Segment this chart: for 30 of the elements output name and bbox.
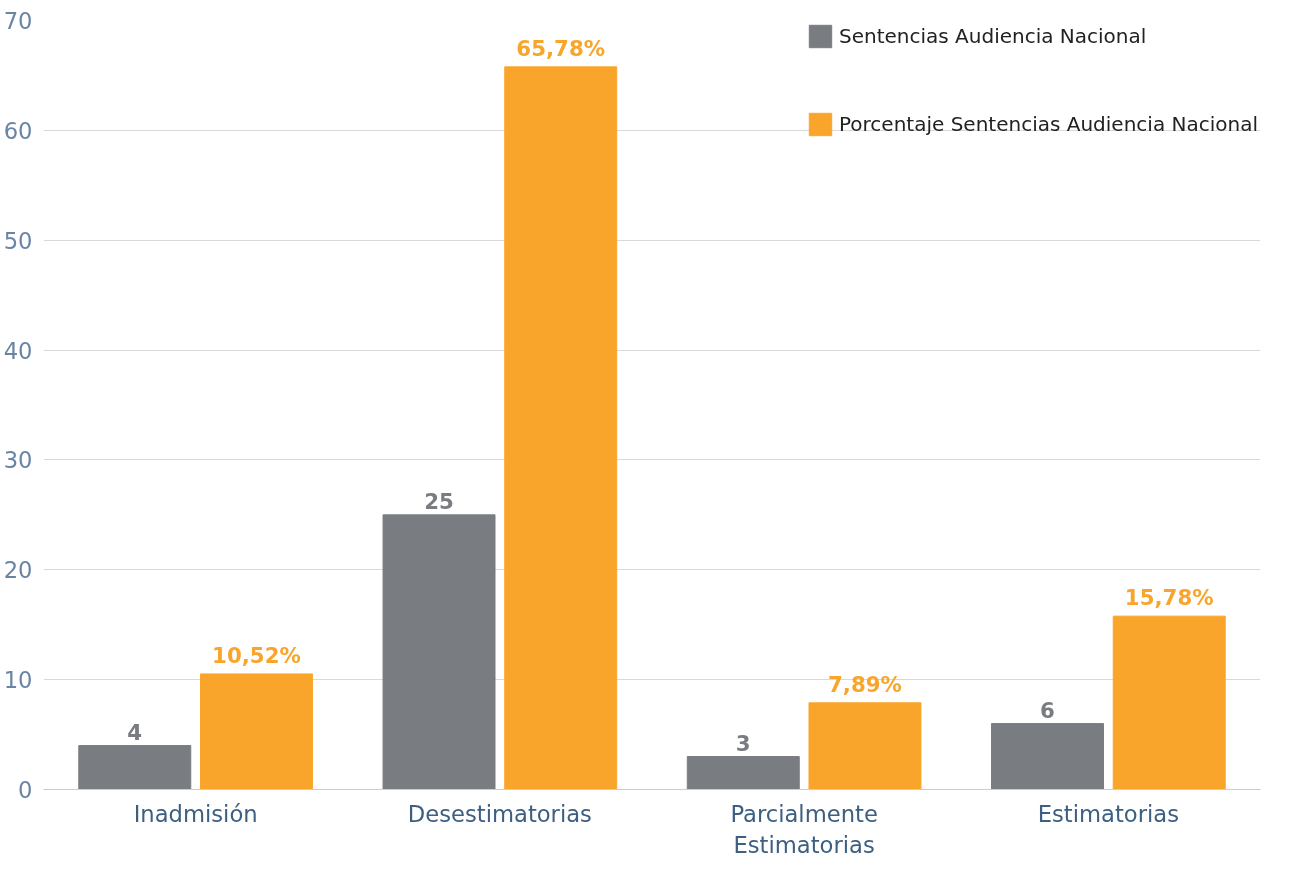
y-tick-label: 0 [18,777,33,803]
y-tick-label: 40 [3,337,33,364]
y-tick-label: 50 [3,227,33,254]
x-tick-label: Estimatorias [1037,800,1180,827]
bar [1112,615,1226,790]
x-tick-label: Parcialmente Estimatorias [730,800,878,858]
data-label: 15,78% [1124,585,1214,611]
data-label: 25 [424,488,454,514]
data-label: 10,52% [212,642,301,668]
bar [808,702,922,790]
bar [78,745,192,790]
y-tick-label: 70 [3,8,33,34]
bar [382,514,496,790]
bar [199,673,313,790]
data-label: 3 [735,730,751,756]
bar [686,756,800,790]
legend-label: Porcentaje Sentencias Audiencia Nacional [839,111,1258,138]
data-label: 7,89% [827,671,902,697]
bar [991,723,1105,790]
x-tick-label: Inadmisión [133,800,258,827]
x-tick-label: Desestimatorias [407,800,592,827]
data-label: 65,78% [516,35,606,61]
bar [504,66,618,790]
data-label: 6 [1040,697,1055,723]
data-label: 4 [127,719,143,745]
legend-label: Sentencias Audiencia Nacional [839,23,1147,50]
y-tick-label: 30 [3,447,33,474]
y-tick-label: 20 [3,557,33,584]
y-tick-label: 60 [3,117,33,144]
y-tick-label: 10 [3,667,33,694]
